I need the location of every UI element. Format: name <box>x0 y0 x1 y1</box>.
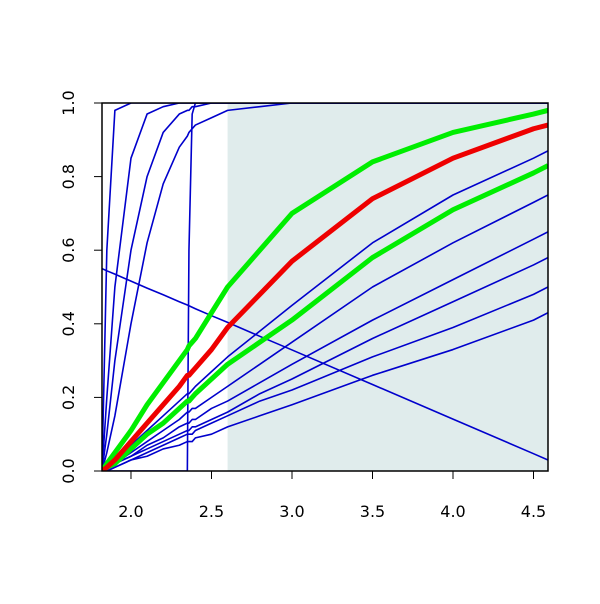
y-tick-label: 0.8 <box>59 164 78 189</box>
line-series <box>102 312 548 471</box>
shaded-region <box>227 103 549 471</box>
plot-lines <box>102 103 548 471</box>
line-series <box>102 256 548 471</box>
line-series <box>102 267 548 461</box>
y-tick-label: 0.2 <box>59 385 78 410</box>
x-tick-label: 3.5 <box>360 502 385 521</box>
x-tick-label: 4.0 <box>440 502 465 521</box>
y-tick-label: 0.6 <box>59 237 78 262</box>
y-tick-label: 1.0 <box>59 90 78 115</box>
line-series <box>102 107 548 471</box>
line-series <box>102 103 548 471</box>
x-tick-label: 2.0 <box>118 502 143 521</box>
y-tick-label: 0.4 <box>59 311 78 336</box>
plot-box <box>101 102 549 472</box>
line-series <box>102 163 548 471</box>
line-series <box>102 122 548 471</box>
x-tick-label: 3.0 <box>279 502 304 521</box>
y-tick-label: 0.0 <box>59 458 78 483</box>
line-series <box>102 103 548 471</box>
line-series <box>102 103 548 471</box>
x-tick-label: 4.5 <box>521 502 546 521</box>
line-series <box>102 194 548 471</box>
x-tick-label: 2.5 <box>199 502 224 521</box>
